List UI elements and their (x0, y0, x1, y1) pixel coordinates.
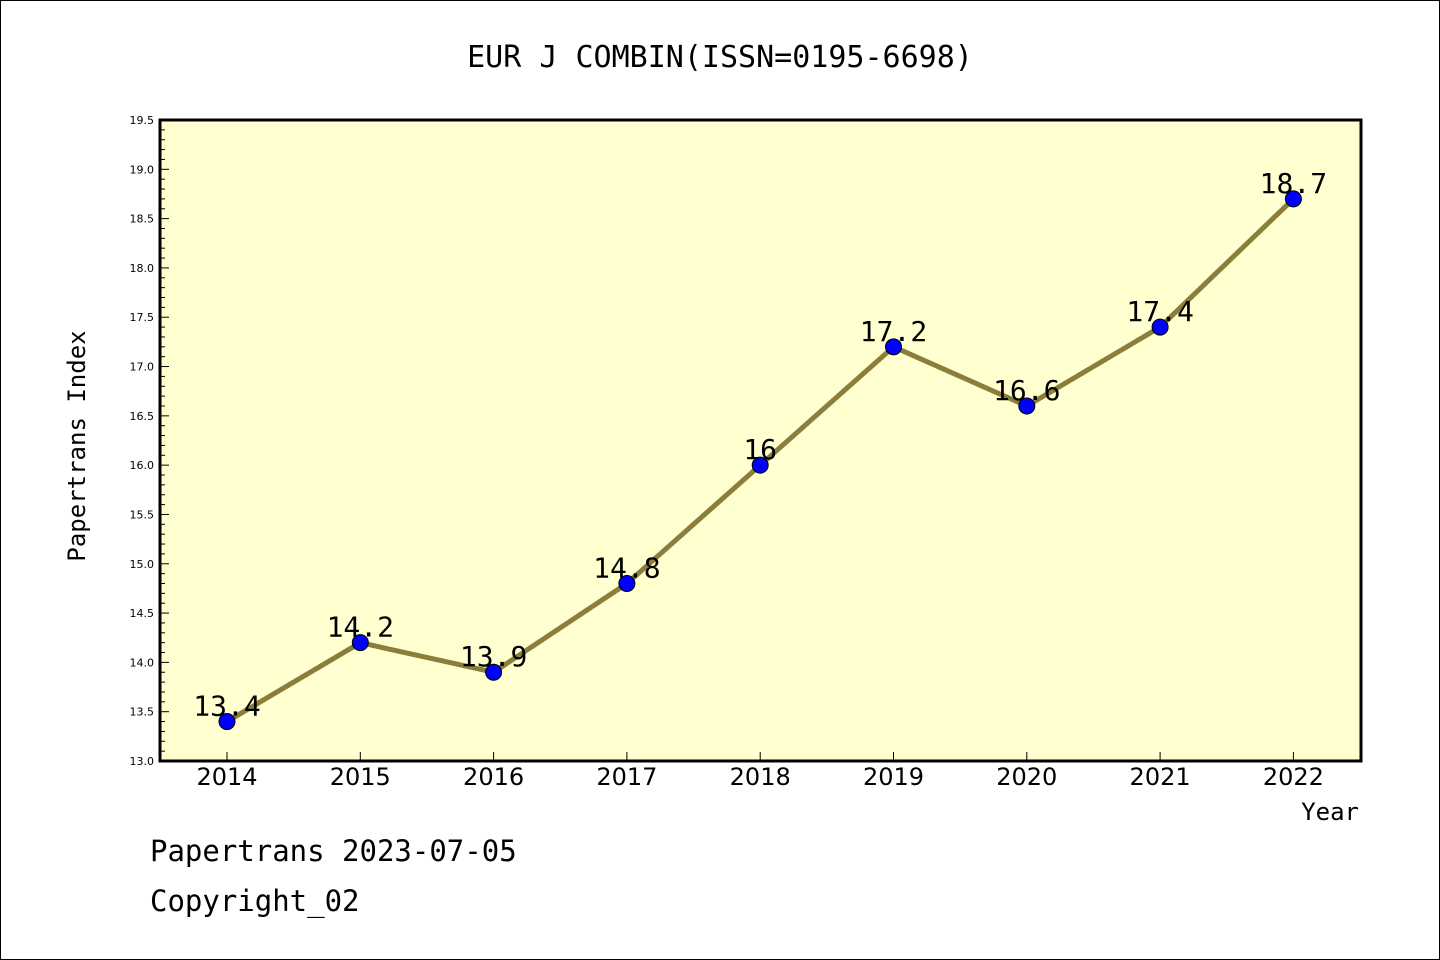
x-tick-label: 2021 (1130, 763, 1191, 791)
data-point (618, 574, 636, 592)
y-tick-label: 18.0 (130, 262, 155, 275)
x-tick-label: 2022 (1263, 763, 1324, 791)
x-tick-label: 2017 (596, 763, 657, 791)
data-label: 13.4 (193, 690, 260, 723)
y-tick-label: 14.5 (130, 607, 155, 620)
data-point (1284, 190, 1302, 208)
y-tick-label: 14.0 (130, 656, 155, 669)
data-point (485, 663, 503, 681)
y-tick-label: 13.0 (130, 755, 155, 768)
data-label: 18.7 (1260, 167, 1327, 200)
y-tick-label: 19.0 (130, 163, 155, 176)
data-label: 14.8 (593, 551, 660, 584)
y-tick-label: 19.5 (130, 114, 155, 127)
x-axis-label: Year (1301, 798, 1359, 826)
y-axis-label: Papertrans Index (63, 330, 91, 561)
data-point (885, 338, 902, 356)
y-tick-label: 15.0 (130, 558, 155, 571)
y-tick-label: 16.5 (130, 410, 155, 423)
data-point (751, 456, 769, 474)
x-tick-label: 2018 (730, 763, 791, 791)
series-line-group: 13.4 14.2 13.9 14.8 16 17.2 16.6 17.4 18.7 (193, 167, 1327, 731)
x-tick-label: 2015 (330, 763, 391, 791)
y-tick-label: 17.0 (130, 361, 155, 374)
y-tick-label: 13.5 (130, 706, 155, 719)
y-tick-label: 18.5 (130, 213, 155, 226)
y-axis: 13.0 13.5 14.0 14.5 15.0 15.5 16.0 16.5 17.0 17.5… (130, 114, 169, 768)
data-label: 14.2 (327, 611, 394, 644)
footer-date: Papertrans 2023-07-05 (150, 834, 517, 868)
y-tick-label: 16.0 (130, 459, 155, 472)
data-point (351, 634, 369, 652)
x-tick-label: 2016 (463, 763, 524, 791)
x-tick-label: 2014 (196, 763, 257, 791)
y-tick-label: 15.5 (130, 508, 155, 521)
data-label: 16 (743, 433, 777, 466)
data-label: 13.9 (460, 640, 527, 673)
data-label: 16.6 (993, 374, 1060, 407)
data-point (1018, 397, 1036, 415)
chart-title: EUR J COMBIN(ISSN=0195-6698) (467, 40, 973, 75)
x-tick-label: 2020 (996, 763, 1057, 791)
footer-copyright: Copyright_02 (150, 884, 360, 918)
data-point (218, 713, 236, 731)
data-label: 17.4 (1126, 295, 1193, 328)
y-tick-label: 17.5 (130, 311, 155, 324)
plot-area (158, 118, 1363, 763)
data-point (1151, 318, 1169, 336)
data-label: 17.2 (860, 315, 927, 348)
x-axis: 2014 2015 2016 2017 2018 2019 2020 2021 2022 (196, 752, 1324, 791)
x-tick-label: 2019 (863, 763, 924, 791)
